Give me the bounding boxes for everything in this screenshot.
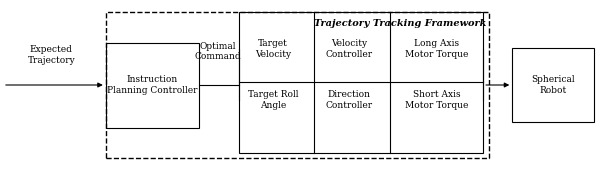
Text: Target Roll
Angle: Target Roll Angle [248,90,298,110]
Text: Optimal
Command: Optimal Command [194,42,241,61]
Text: Velocity
Controller: Velocity Controller [325,39,373,59]
Text: Expected
Trajectory: Expected Trajectory [27,45,76,65]
Text: Short Axis
Motor Torque: Short Axis Motor Torque [405,90,468,110]
Text: Target
Velocity: Target Velocity [255,39,291,59]
Text: Direction
Controller: Direction Controller [325,90,373,110]
Text: Instruction
Planning Controller: Instruction Planning Controller [108,75,198,95]
Text: Trajectory Tracking Framework: Trajectory Tracking Framework [314,19,486,28]
Text: Long Axis
Motor Torque: Long Axis Motor Torque [405,39,468,59]
Text: Spherical
Robot: Spherical Robot [531,75,575,95]
